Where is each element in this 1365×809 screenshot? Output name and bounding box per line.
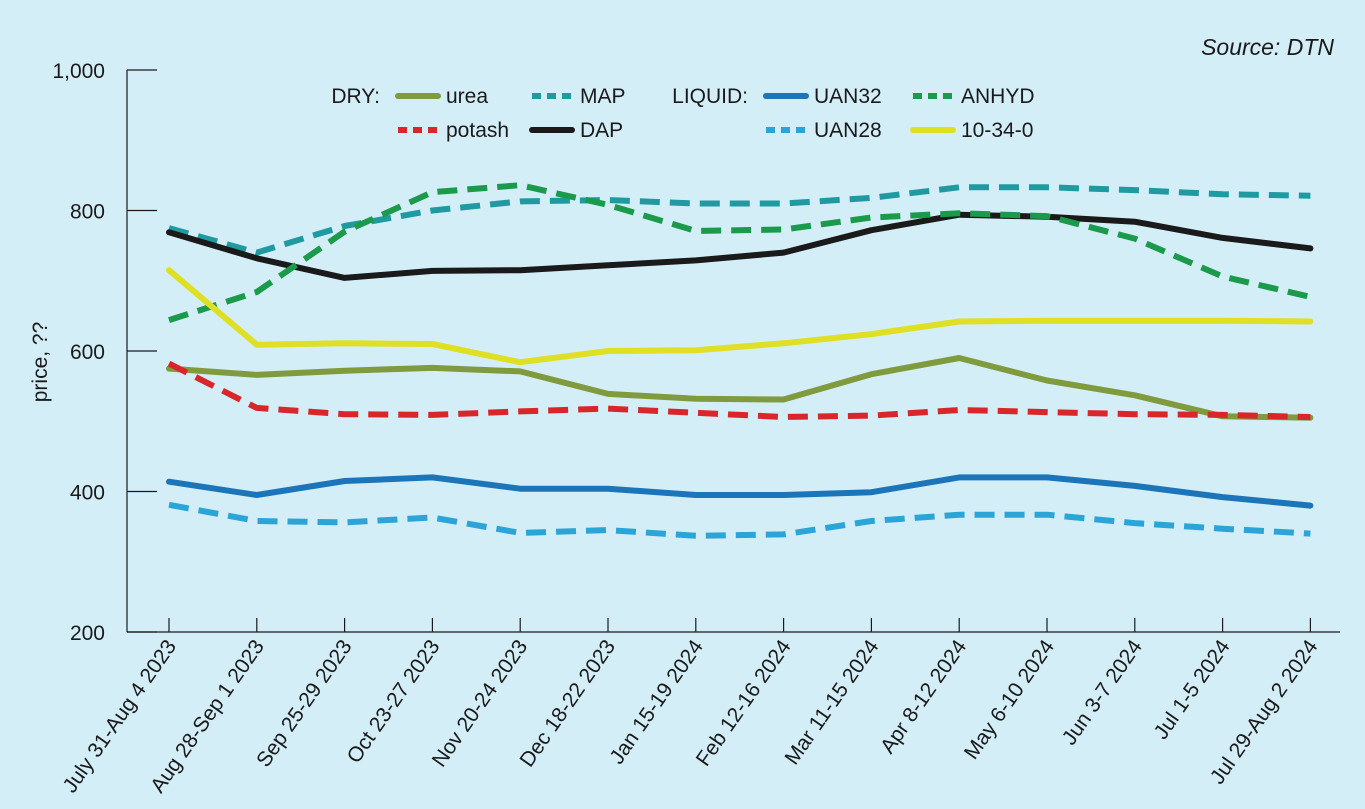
legend-group-label: DRY: xyxy=(331,85,380,108)
series-line-urea xyxy=(166,355,1314,421)
y-tick-label: 1,000 xyxy=(52,60,105,83)
legend-group-label: LIQUID: xyxy=(672,85,748,108)
y-axis-label: price, ?? xyxy=(29,322,52,403)
series-line-dap xyxy=(166,211,1314,281)
y-tick-label: 600 xyxy=(70,341,105,364)
x-tick-label: Mar 11-15 2024 xyxy=(781,635,884,769)
legend-item-label: DAP xyxy=(580,119,623,142)
x-tick-label: Jul 1-5 2024 xyxy=(1150,635,1235,743)
legend-item-label: UAN28 xyxy=(814,119,882,142)
series-line-anhyd xyxy=(168,182,1312,323)
x-tick-label: Dec 18-22 2023 xyxy=(516,636,621,772)
legend-item-label: urea xyxy=(446,85,488,108)
x-tick-label: Apr 8-12 2024 xyxy=(876,635,971,757)
x-tick-label: Oct 23-27 2023 xyxy=(343,636,445,768)
legend-item-label: 10-34-0 xyxy=(961,119,1033,142)
x-tick-label: May 6-10 2024 xyxy=(960,635,1059,763)
x-tick-label: Nov 20-24 2023 xyxy=(428,636,533,772)
y-tick-label: 200 xyxy=(70,622,105,645)
source-note: Source: DTN xyxy=(1201,34,1334,60)
legend-item-label: MAP xyxy=(580,85,626,108)
legend-item-label: potash xyxy=(446,119,509,142)
series-line-uan28 xyxy=(168,501,1311,539)
x-tick-label: Jun 3-7 2024 xyxy=(1058,635,1147,749)
legend-item-label: UAN32 xyxy=(814,85,882,108)
series-lines xyxy=(166,182,1314,539)
y-tick-label: 400 xyxy=(70,482,105,505)
legend: DRY: LIQUID: urea potash MAP DAP UAN32 UAN28 ANH… xyxy=(331,85,1034,142)
x-tick-label: Feb 12-16 2024 xyxy=(692,635,796,770)
y-tick-label: 800 xyxy=(70,201,105,224)
series-line-uan32 xyxy=(166,474,1314,509)
x-tick-label: Jan 15-19 2024 xyxy=(605,635,708,768)
legend-item-label: ANHYD xyxy=(961,85,1035,108)
series-line-10-34-0 xyxy=(166,267,1314,366)
x-tick-label: Sep 25-29 2023 xyxy=(252,636,357,772)
series-line-potash xyxy=(167,360,1311,420)
